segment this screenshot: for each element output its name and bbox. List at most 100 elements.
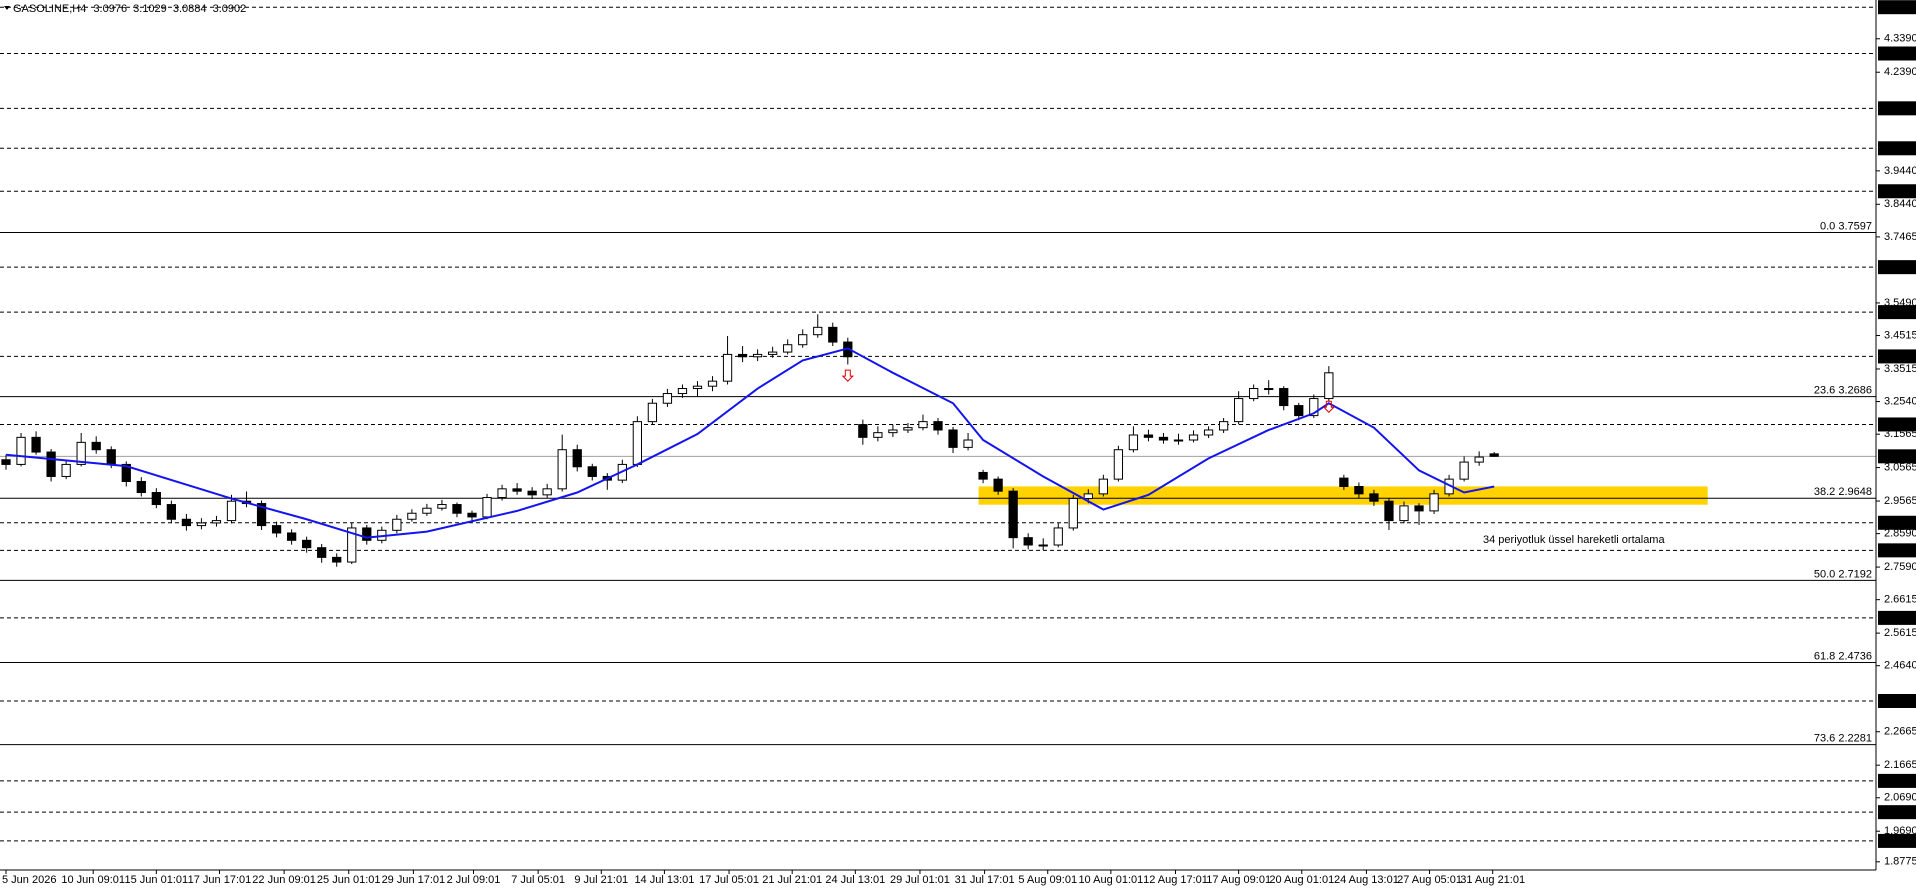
x-tick-label: 31 Aug 21:01 xyxy=(1460,874,1525,886)
candle-body xyxy=(632,421,642,465)
level-label: 2.1195 xyxy=(1881,775,1914,787)
candle-body xyxy=(707,380,718,387)
fib-label: 23.6 3.2686 xyxy=(1814,385,1872,397)
candle-body xyxy=(1113,449,1124,480)
level-box xyxy=(1878,46,1916,61)
candle-body xyxy=(1384,500,1394,522)
level-box xyxy=(1878,610,1916,625)
candle-body xyxy=(828,326,838,343)
candle-body xyxy=(302,539,312,549)
candle-body xyxy=(1188,434,1199,441)
candle-body xyxy=(1489,453,1499,457)
candle-body xyxy=(873,432,883,438)
candle-body xyxy=(1173,439,1184,442)
candle-body xyxy=(813,326,823,336)
ema-line xyxy=(5,347,1495,539)
candle-body xyxy=(722,353,733,382)
level-box xyxy=(1878,833,1916,848)
chart-title: GASOLINE,H4 3.0976 3.1029 3.0884 3.0902 xyxy=(13,3,246,15)
candle-body xyxy=(16,436,26,465)
candle-body xyxy=(692,385,703,390)
level-box xyxy=(1878,515,1916,530)
ema-annotation: 34 periyotluk üssel hareketli ortalama xyxy=(1483,534,1665,546)
low: 3.0884 xyxy=(173,3,207,15)
y-tick-label: 3.9440 xyxy=(1884,165,1916,177)
x-tick-label: 17 Jun 17:01 xyxy=(188,874,252,886)
x-tick-label: 29 Jul 01:01 xyxy=(890,874,950,886)
candle-body xyxy=(31,436,41,453)
zone xyxy=(978,486,1708,505)
candle-body xyxy=(76,441,86,465)
x-tick-label: 27 Aug 05:01 xyxy=(1397,874,1462,886)
y-tick-label: 4.2390 xyxy=(1884,66,1916,78)
x-tick-label: 20 Aug 01:01 xyxy=(1269,874,1334,886)
candle-body xyxy=(1158,436,1169,441)
x-tick-label: 17 Aug 09:01 xyxy=(1206,874,1271,886)
candle-body xyxy=(166,504,176,520)
candle-body xyxy=(903,427,913,431)
candle-body xyxy=(527,490,537,496)
open: 3.0976 xyxy=(93,3,127,15)
level-box xyxy=(1878,805,1916,820)
candle-body xyxy=(1354,485,1364,495)
candle-body xyxy=(1459,461,1469,480)
candle-body xyxy=(933,421,943,431)
level-box xyxy=(1878,543,1916,558)
x-tick-label: 25 Jun 01:01 xyxy=(317,874,381,886)
candle-body xyxy=(993,478,1003,492)
y-tick-label: 3.0565 xyxy=(1884,462,1916,474)
candle-body xyxy=(1414,505,1424,512)
y-tick-label: 2.9565 xyxy=(1884,495,1916,507)
x-tick-label: 17 Jul 05:01 xyxy=(699,874,759,886)
candle-body xyxy=(1369,493,1379,502)
level-label: 4.4335 xyxy=(1880,1,1914,13)
candle-body xyxy=(347,527,357,563)
level-label: 2.3585 xyxy=(1880,695,1914,707)
x-tick-label: 7 Jul 05:01 xyxy=(511,874,565,886)
x-tick-label: 31 Jul 17:01 xyxy=(955,874,1015,886)
y-tick-label: 2.7590 xyxy=(1884,561,1916,573)
level-box xyxy=(1878,417,1916,432)
level-box xyxy=(1878,260,1916,275)
candle-body xyxy=(422,507,432,514)
level-box xyxy=(1878,305,1916,320)
candle-body xyxy=(106,449,116,465)
y-tick-label: 2.6615 xyxy=(1884,594,1916,606)
candle-body xyxy=(1008,490,1018,539)
candle-body xyxy=(136,480,146,494)
candle-body xyxy=(1023,537,1033,546)
y-tick-label: 3.8440 xyxy=(1884,198,1916,210)
y-tick-label: 2.4640 xyxy=(1884,660,1916,672)
candle-body xyxy=(1203,429,1214,436)
candle-body xyxy=(1429,493,1439,512)
candle-body xyxy=(467,512,477,518)
candle-body xyxy=(542,488,552,496)
candle-body xyxy=(1264,388,1274,391)
candle-body xyxy=(647,402,658,423)
y-tick-label: 2.2665 xyxy=(1884,726,1916,738)
y-tick-label: 3.2540 xyxy=(1884,395,1916,407)
level-label: 3.1855 xyxy=(1880,418,1914,430)
current-price-label: 3.0902 xyxy=(1880,450,1914,462)
candle-body xyxy=(752,353,763,358)
candle-body xyxy=(1279,388,1289,407)
fib-label: 50.0 2.7192 xyxy=(1814,568,1872,580)
candle-body xyxy=(91,441,101,451)
close: 3.0902 xyxy=(213,3,247,15)
fib-label: 73.6 2.2281 xyxy=(1814,732,1872,744)
high: 3.1029 xyxy=(133,3,167,15)
candle-body xyxy=(151,492,161,506)
current-price-box xyxy=(1878,449,1916,464)
x-tick-label: 10 Jun 09:01 xyxy=(61,874,125,886)
level-label: 3.6560 xyxy=(1880,261,1914,273)
y-tick-label: 4.3390 xyxy=(1884,33,1916,45)
y-tick-label: 2.0690 xyxy=(1884,792,1916,804)
level-box xyxy=(1878,141,1916,156)
level-label: 4.2950 xyxy=(1880,47,1914,59)
sell-arrow xyxy=(1322,400,1336,413)
candle-body xyxy=(1474,456,1484,463)
candle-body xyxy=(677,388,688,395)
